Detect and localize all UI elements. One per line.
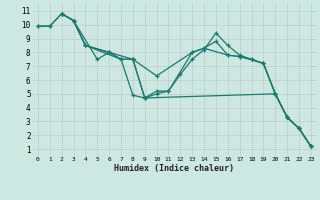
X-axis label: Humidex (Indice chaleur): Humidex (Indice chaleur) [115, 164, 234, 173]
